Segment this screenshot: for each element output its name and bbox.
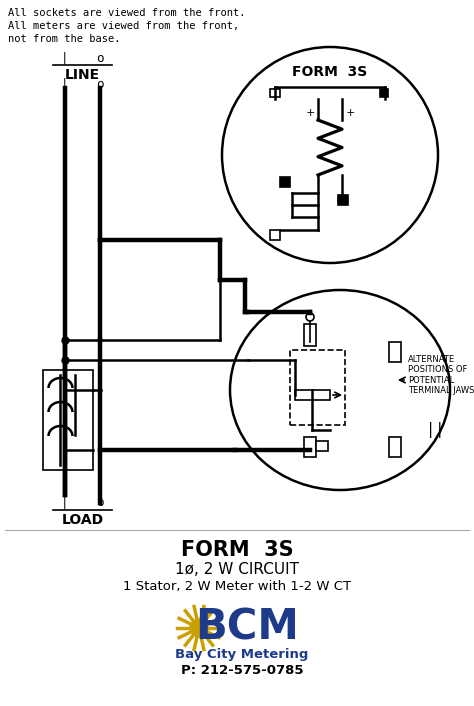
Bar — [295, 390, 330, 400]
Bar — [304, 324, 316, 346]
Text: LOAD: LOAD — [62, 513, 103, 527]
Text: ||: || — [426, 422, 444, 438]
Text: FORM  3S: FORM 3S — [181, 540, 293, 560]
Bar — [280, 177, 290, 187]
Bar — [389, 437, 401, 457]
Text: |: | — [61, 52, 69, 64]
Text: not from the base.: not from the base. — [8, 34, 120, 44]
Text: BCM: BCM — [195, 607, 299, 649]
Bar — [304, 437, 316, 457]
Bar — [316, 441, 328, 451]
Bar — [270, 230, 280, 240]
Bar — [389, 342, 401, 362]
Bar — [43, 370, 93, 470]
Text: P: 212-575-0785: P: 212-575-0785 — [181, 664, 303, 677]
Bar — [338, 195, 348, 205]
Text: ALTERNATE
POSITIONS OF
POTENTIAL
TERMINAL JAWS: ALTERNATE POSITIONS OF POTENTIAL TERMINA… — [408, 355, 474, 395]
Text: +: + — [346, 108, 355, 118]
Text: |: | — [61, 496, 69, 510]
Text: |: | — [61, 78, 69, 90]
Text: 1 Stator, 2 W Meter with 1-2 W CT: 1 Stator, 2 W Meter with 1-2 W CT — [123, 580, 351, 593]
Text: All sockets are viewed from the front.: All sockets are viewed from the front. — [8, 8, 246, 18]
Text: All meters are viewed from the front,: All meters are viewed from the front, — [8, 21, 239, 31]
Text: Bay City Metering: Bay City Metering — [175, 648, 309, 661]
Bar — [290, 350, 345, 425]
Text: FORM  3S: FORM 3S — [292, 65, 368, 79]
Bar — [380, 89, 388, 97]
Text: LINE: LINE — [65, 68, 100, 82]
Text: +: + — [305, 108, 315, 118]
Text: o: o — [96, 496, 104, 510]
Text: o: o — [96, 78, 104, 90]
Text: 1ø, 2 W CIRCUIT: 1ø, 2 W CIRCUIT — [175, 562, 299, 577]
Text: o: o — [96, 52, 104, 64]
Circle shape — [190, 619, 208, 637]
Bar — [270, 89, 280, 97]
